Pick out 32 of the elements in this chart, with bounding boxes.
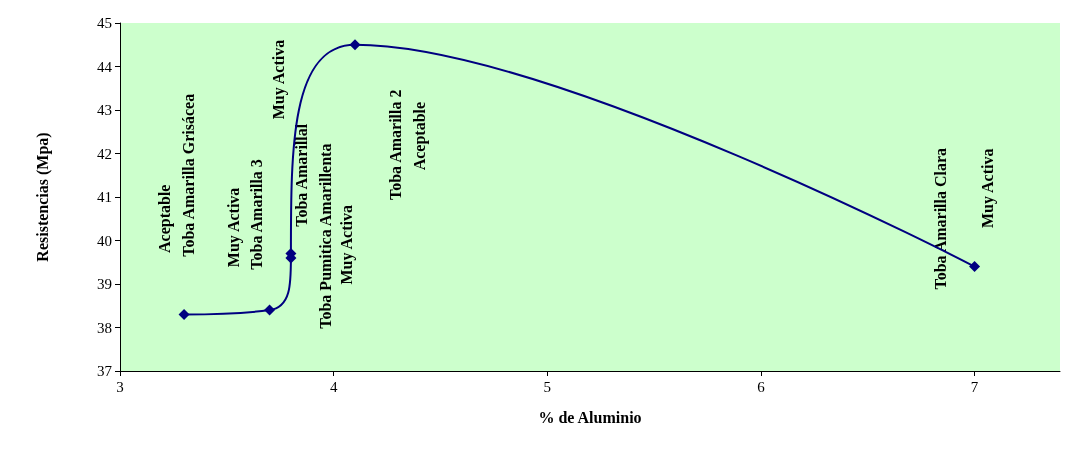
point <box>349 39 361 51</box>
annotation: Aceptable <box>156 184 175 253</box>
y-axis-title: Resistencias (Mpa) <box>33 132 52 262</box>
x-tick-label: 5 <box>543 378 552 395</box>
y-tick-label: 44 <box>97 58 113 75</box>
y-tick-label: 40 <box>97 232 112 249</box>
x-tick-label: 7 <box>970 378 979 395</box>
y-tick-label: 38 <box>97 319 112 336</box>
point <box>264 304 276 316</box>
x-tick-label: 3 <box>116 378 124 395</box>
annotation: Toba Amarillal <box>293 123 311 227</box>
x-tick-label: 4 <box>329 378 338 395</box>
annotation: Aceptable <box>410 101 429 171</box>
y-tick-label: 42 <box>97 145 112 162</box>
point <box>178 308 190 320</box>
annotation: Toba Amarilla Clara <box>931 147 949 290</box>
annotation: Toba Amarilla Grisácea <box>179 93 197 257</box>
y-tick-label: 45 <box>97 15 112 31</box>
x-tick-label: 6 <box>757 378 766 395</box>
y-tick-label: 37 <box>97 363 113 379</box>
annotation: Muy Activa <box>978 148 997 229</box>
point <box>969 261 981 273</box>
y-tick-label: 41 <box>97 189 112 205</box>
annotation: Muy Activa <box>337 205 356 285</box>
annotation: Muy Activa <box>224 187 243 268</box>
y-tick-label: 43 <box>97 102 112 118</box>
y-tick-label: 39 <box>97 276 112 292</box>
annotation: Muy Activa <box>269 39 288 120</box>
annotation: Toba Pumitica Amarillenta <box>316 143 334 329</box>
annotation: Toba Amarilla 2 <box>387 89 405 201</box>
annotation: Toba Amarilla 3 <box>248 159 266 270</box>
x-axis-title: % de Aluminio <box>538 408 642 426</box>
